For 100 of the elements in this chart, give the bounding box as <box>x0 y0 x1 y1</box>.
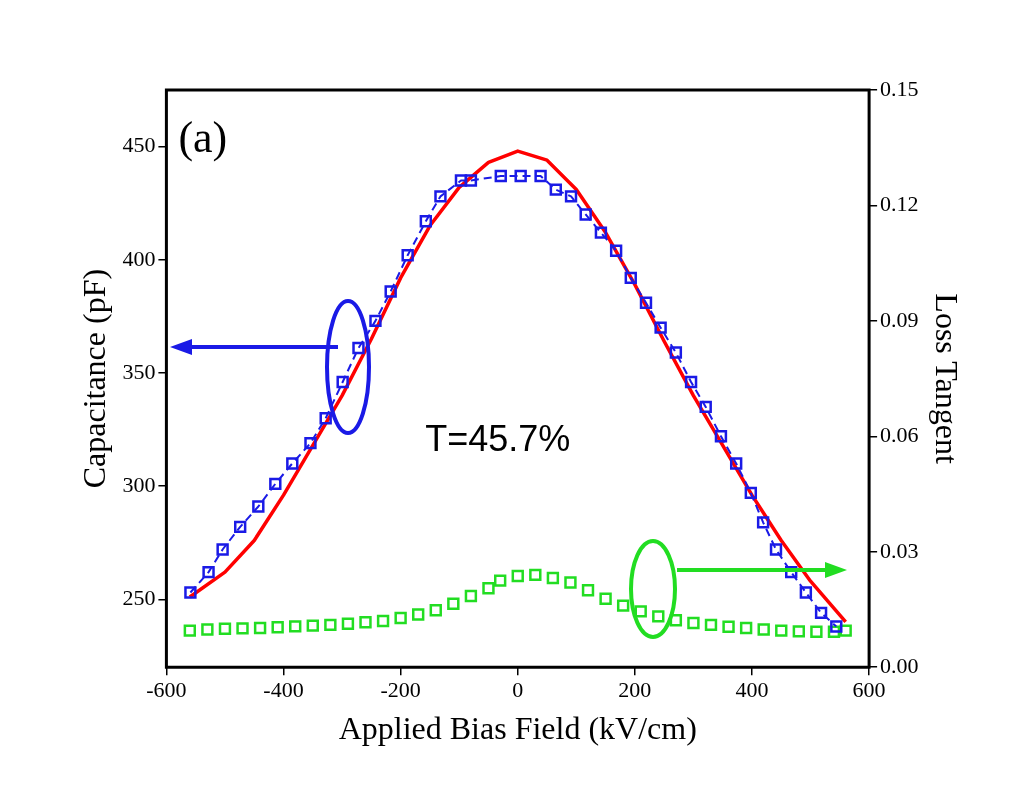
point <box>792 625 806 638</box>
y-tick-label: 400 <box>122 245 156 271</box>
point <box>201 623 214 636</box>
point <box>511 569 524 583</box>
point <box>419 215 433 228</box>
y-axis-title: Capacitance (pF) <box>75 268 112 489</box>
point <box>493 574 507 587</box>
point <box>714 430 728 443</box>
annotation: T=45.7% <box>425 417 571 459</box>
point <box>775 624 788 637</box>
point <box>289 620 302 633</box>
point <box>454 174 468 187</box>
y-tick-label: 350 <box>122 358 156 384</box>
point <box>744 486 758 500</box>
annotation: (a) <box>178 112 228 162</box>
point <box>304 436 317 450</box>
y2-tick-label: 0.15 <box>880 75 919 101</box>
point <box>616 599 630 612</box>
point <box>756 516 770 529</box>
point <box>654 321 667 334</box>
point <box>376 614 390 628</box>
point <box>814 606 828 620</box>
x-tick-label: 0 <box>512 677 524 703</box>
y-tick-label: 450 <box>122 132 156 158</box>
point <box>482 582 495 595</box>
point <box>464 174 478 187</box>
point <box>384 285 397 298</box>
point <box>184 586 197 599</box>
point <box>286 457 299 470</box>
point <box>769 543 783 556</box>
point <box>609 244 623 257</box>
point <box>757 623 770 636</box>
point <box>434 190 447 203</box>
point <box>341 617 355 630</box>
point <box>202 565 215 579</box>
point <box>401 249 414 262</box>
y2-tick-label: 0.06 <box>880 422 919 448</box>
y2-tick-label: 0.00 <box>880 652 919 678</box>
point <box>599 592 612 605</box>
point <box>253 621 267 635</box>
point <box>369 314 382 328</box>
y-tick-label: 300 <box>122 471 156 497</box>
point <box>514 169 527 183</box>
point <box>236 622 249 635</box>
x-tick-label: 600 <box>852 677 886 703</box>
y2-tick-label: 0.03 <box>880 537 919 563</box>
point <box>669 346 683 359</box>
point <box>306 619 319 632</box>
x-tick-label: -600 <box>146 677 187 703</box>
point <box>494 169 507 183</box>
point <box>183 624 197 637</box>
y2-tick-label: 0.09 <box>880 306 919 332</box>
point <box>319 412 332 425</box>
point <box>594 226 608 239</box>
point <box>634 605 647 618</box>
point <box>429 604 442 617</box>
point <box>218 622 232 635</box>
point <box>549 183 563 196</box>
point <box>739 621 753 635</box>
point <box>669 614 683 627</box>
x-tick-label: -200 <box>380 677 421 703</box>
point <box>564 576 577 589</box>
point <box>564 190 578 203</box>
point <box>447 597 460 610</box>
point <box>269 477 282 491</box>
point <box>729 457 743 470</box>
point <box>704 618 718 632</box>
point <box>684 375 698 389</box>
point <box>810 625 823 638</box>
point <box>252 500 265 513</box>
point <box>687 616 700 630</box>
point <box>534 169 547 183</box>
y-tick-label: 250 <box>122 585 156 611</box>
y2-axis-title: Loss Tangent <box>929 293 966 464</box>
point <box>652 610 665 623</box>
point <box>412 608 425 621</box>
point <box>324 618 337 632</box>
point <box>624 271 637 285</box>
y2-tick-label: 0.12 <box>880 191 919 217</box>
point <box>352 341 365 355</box>
point <box>394 611 407 625</box>
point <box>830 620 843 633</box>
point <box>216 543 229 556</box>
point <box>639 296 653 309</box>
point <box>529 568 542 582</box>
point <box>581 584 595 597</box>
x-tick-label: 400 <box>735 677 769 703</box>
point <box>699 400 712 414</box>
point <box>579 208 592 221</box>
point <box>546 571 560 585</box>
point <box>464 589 478 603</box>
x-tick-label: 200 <box>618 677 652 703</box>
point <box>799 586 813 599</box>
point <box>359 615 372 629</box>
point <box>233 520 247 534</box>
point <box>271 620 284 634</box>
point <box>722 620 735 633</box>
x-tick-label: -400 <box>263 677 304 703</box>
x-axis-title: Applied Bias Field (kV/cm) <box>338 710 697 747</box>
point <box>336 375 349 389</box>
